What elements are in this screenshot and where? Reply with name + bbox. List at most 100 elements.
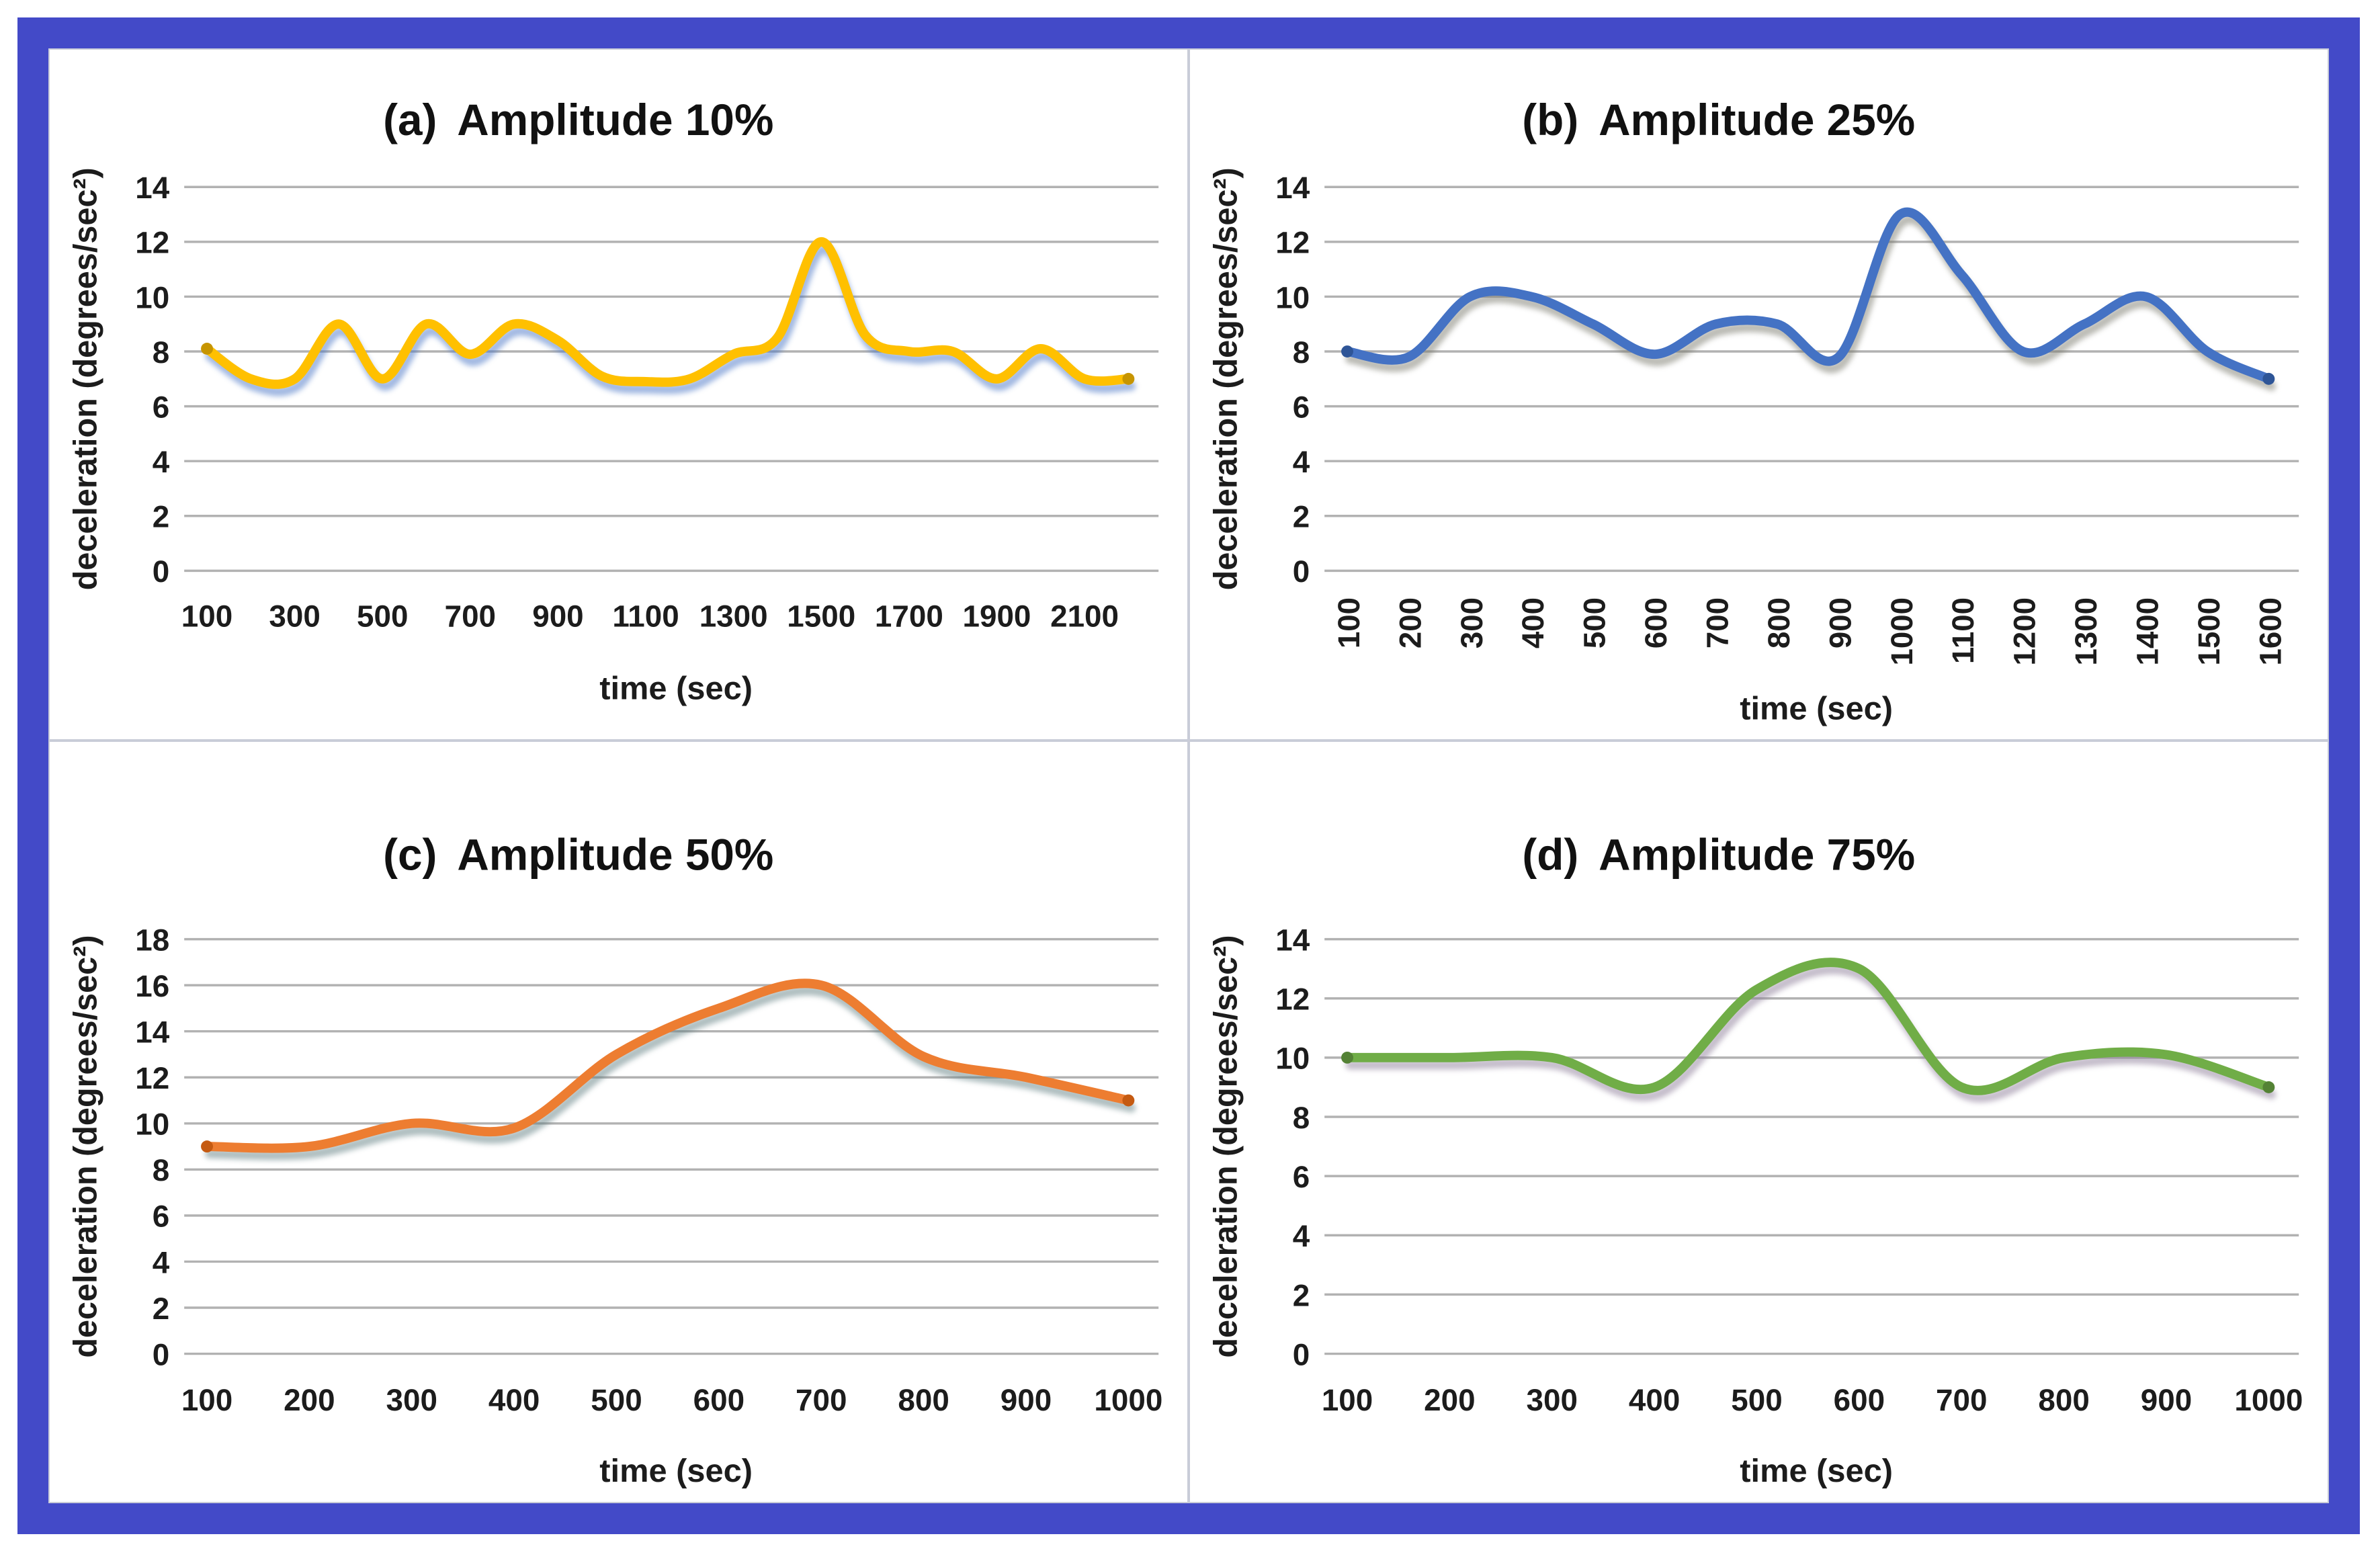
x-tick-label: 2100	[1050, 599, 1119, 634]
y-tick-label: 2	[153, 500, 169, 534]
series-shadow	[205, 244, 1136, 396]
x-tick-label: 300	[269, 599, 320, 634]
series-line	[202, 978, 1134, 1153]
x-tick-label: 300	[1455, 597, 1489, 648]
x-tick-label: 1400	[2130, 597, 2164, 665]
gridlines	[1324, 185, 2299, 573]
y-tick-label: 10	[135, 280, 169, 314]
series-end-cap	[1122, 372, 1135, 385]
x-tick-label: 1000	[1094, 1383, 1162, 1417]
y-tick-label: 2	[1293, 1279, 1310, 1313]
y-axis-label: deceleration (degrees/sec²)	[1208, 935, 1244, 1358]
x-tick-label: 500	[357, 599, 408, 634]
x-axis-label: time (sec)	[1740, 1453, 1893, 1489]
y-tick-label: 10	[1275, 1042, 1310, 1076]
x-tick-label: 1200	[2008, 597, 2042, 665]
y-tick-label: 12	[1275, 982, 1310, 1017]
x-tick-label: 100	[181, 1383, 232, 1417]
y-tick-label: 12	[1275, 226, 1310, 260]
x-tick-label: 600	[1639, 597, 1673, 648]
chart-title: (d) Amplitude 75%	[1522, 831, 1915, 880]
y-tick-label: 8	[153, 1154, 169, 1188]
y-tick-label: 6	[1293, 1160, 1310, 1194]
x-tick-label: 1300	[2069, 597, 2103, 665]
x-tick-label: 400	[1516, 597, 1550, 648]
x-tick-label: 800	[898, 1383, 949, 1417]
x-tick-label: 700	[1700, 597, 1734, 648]
series-shadow	[1345, 965, 2277, 1103]
y-tick-label: 18	[135, 923, 169, 958]
series-start-cap	[1341, 1052, 1353, 1064]
y-tick-label: 6	[153, 390, 169, 425]
x-tick-label: 500	[591, 1383, 642, 1417]
chart-title-text: Amplitude 25%	[1599, 95, 1915, 144]
x-tick-label: 1000	[2234, 1383, 2303, 1417]
y-tick-label: 8	[1293, 1101, 1310, 1135]
series-line	[1343, 208, 2274, 384]
x-tick-label: 500	[1578, 597, 1612, 648]
x-tick-label: 900	[532, 599, 583, 634]
chart-tag: (a)	[383, 95, 437, 144]
x-tick-label: 1000	[1885, 597, 1919, 665]
y-tick-label: 12	[135, 226, 169, 260]
chart-title: (c) Amplitude 50%	[383, 831, 773, 880]
y-tick-label: 0	[1293, 1338, 1310, 1372]
x-tick-label: 900	[1823, 597, 1857, 648]
y-tick-label: 8	[1293, 335, 1310, 370]
y-tick-label: 10	[135, 1107, 169, 1142]
chart-tag: (c)	[383, 831, 437, 880]
chart-title-text: Amplitude 75%	[1599, 831, 1915, 880]
y-axis-label: deceleration (degrees/sec²)	[68, 167, 104, 590]
series-start-cap	[201, 343, 213, 355]
series-layer	[201, 237, 1136, 396]
series-line	[202, 237, 1134, 389]
x-tick-label: 200	[284, 1383, 335, 1417]
x-tick-label: 200	[1424, 1383, 1475, 1417]
x-tick-label: 400	[1629, 1383, 1680, 1417]
y-axis-label: deceleration (degrees/sec²)	[1208, 167, 1244, 590]
x-tick-label: 700	[445, 599, 496, 634]
x-tick-labels: 100 200 300 400 500 600 700 800 900 1000 1100 1200 1…	[1332, 597, 2287, 665]
y-tick-labels: 0 2 4 6 8 10 12 14	[1275, 171, 1310, 589]
chart-title: (b) Amplitude 25%	[1522, 95, 1915, 144]
x-tick-label: 1500	[2192, 597, 2226, 665]
y-axis-label: deceleration (degrees/sec²)	[68, 935, 104, 1358]
y-tick-label: 8	[153, 335, 169, 370]
y-tick-label: 12	[135, 1061, 169, 1095]
x-tick-label: 900	[1001, 1383, 1052, 1417]
x-tick-label: 600	[693, 1383, 745, 1417]
series-end-cap	[1122, 1094, 1135, 1107]
y-tick-label: 14	[1275, 171, 1310, 205]
chart-tag: (b)	[1522, 95, 1578, 144]
chart-title-text: Amplitude 50%	[457, 831, 773, 880]
y-tick-label: 4	[153, 1246, 170, 1280]
panel-d: 0 2 4 6 8 10 12 14 100 200 300 400 500 600 700 800 900 1…	[1189, 741, 2329, 1503]
y-tick-label: 2	[153, 1292, 169, 1326]
x-tick-label: 700	[796, 1383, 847, 1417]
y-tick-labels: 0 2 4 6 8 10 12 14	[1275, 923, 1310, 1372]
x-tick-label: 900	[2141, 1383, 2192, 1417]
x-tick-label: 1300	[699, 599, 768, 634]
series-start-cap	[201, 1140, 213, 1153]
x-tick-label: 1900	[963, 599, 1031, 634]
y-tick-label: 10	[1275, 280, 1310, 314]
x-tick-label: 100	[1332, 597, 1366, 648]
gridlines	[184, 185, 1159, 573]
y-tick-label: 0	[1293, 554, 1310, 589]
gridlines	[1324, 938, 2299, 1355]
x-axis-label: time (sec)	[599, 671, 753, 707]
y-tick-labels: 0 2 4 6 8 10 12 14 16 18	[135, 923, 170, 1372]
x-tick-label: 400	[488, 1383, 540, 1417]
x-tick-label: 1700	[875, 599, 943, 634]
series-layer	[201, 978, 1136, 1161]
panel-a: 0 2 4 6 8 10 12 14 100 300 500 700 900 1100 1300 1500 1…	[48, 48, 1189, 741]
y-tick-label: 6	[1293, 390, 1310, 425]
x-tick-label: 600	[1834, 1383, 1885, 1417]
series-end-cap	[2262, 372, 2275, 385]
x-tick-label: 100	[1322, 1383, 1373, 1417]
y-tick-label: 16	[135, 969, 169, 1003]
y-tick-label: 2	[1293, 500, 1310, 534]
